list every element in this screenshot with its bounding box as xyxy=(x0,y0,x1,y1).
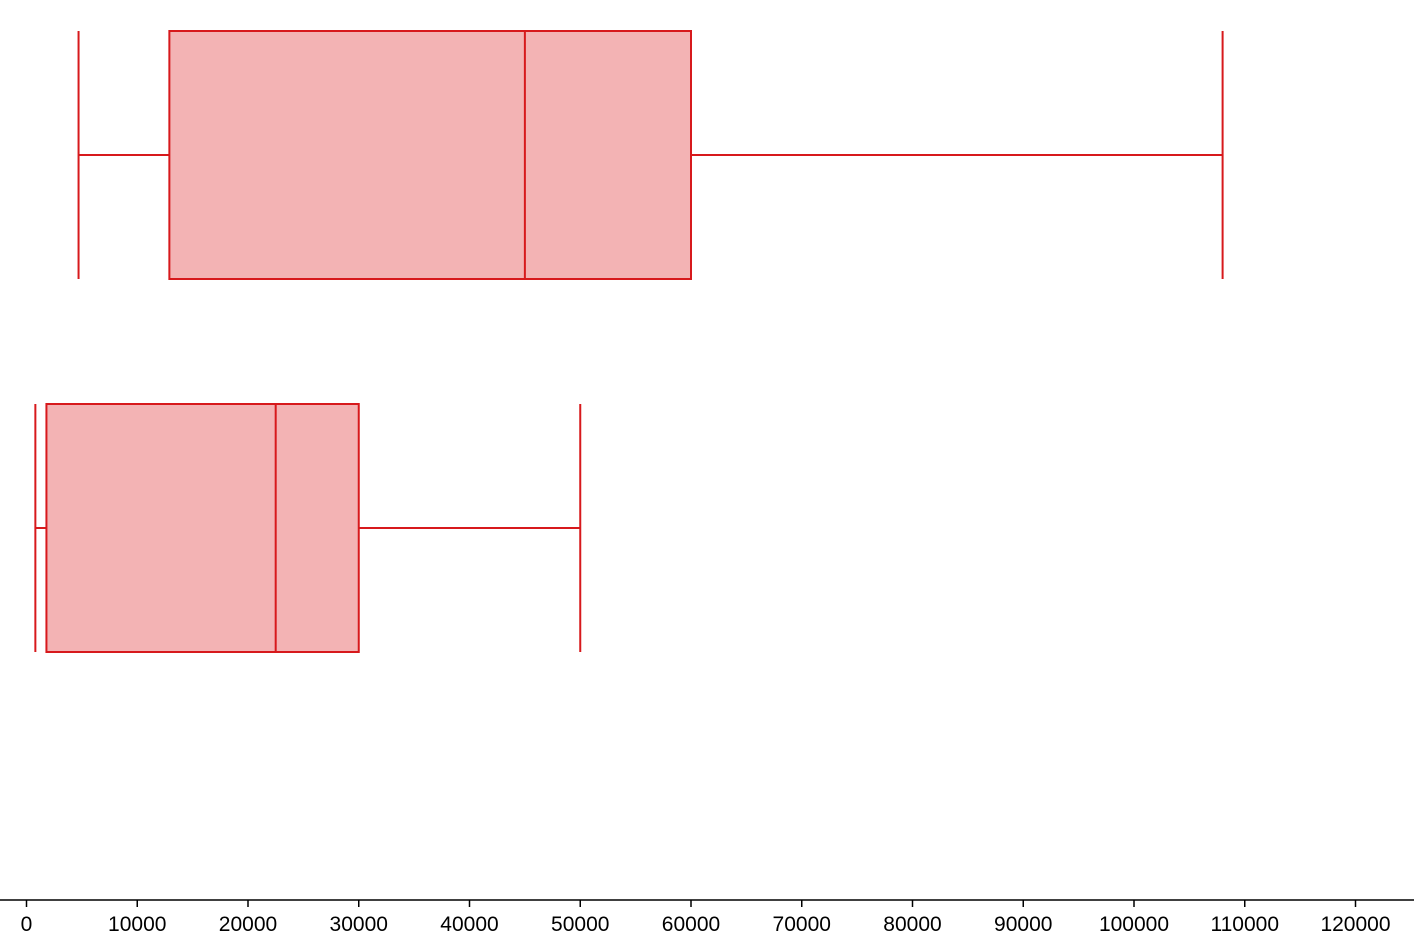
box-group-2 xyxy=(34,403,582,653)
x-tick-label: 60000 xyxy=(662,913,720,936)
x-tick-label: 30000 xyxy=(330,913,388,936)
x-tick-label: 100000 xyxy=(1099,913,1169,936)
x-tick-label: 0 xyxy=(21,913,33,936)
x-tick-label: 110000 xyxy=(1210,913,1279,936)
x-tick-label: 50000 xyxy=(551,913,609,936)
x-tick-label: 40000 xyxy=(440,913,498,936)
box-group-1 xyxy=(77,30,1224,280)
iqr-box xyxy=(168,30,692,280)
x-tick-label: 120000 xyxy=(1320,913,1390,936)
x-tick-label: 20000 xyxy=(219,913,277,936)
x-axis: 0 10000 20000 30000 40000 50000 60000 70000 8000… xyxy=(0,899,1414,936)
x-tick-label: 90000 xyxy=(994,913,1052,936)
boxes-layer xyxy=(34,30,1224,653)
x-tick-label: 10000 xyxy=(108,913,166,936)
x-tick-label: 70000 xyxy=(773,913,831,936)
x-tick-label: 80000 xyxy=(883,913,941,936)
iqr-box xyxy=(45,403,360,653)
